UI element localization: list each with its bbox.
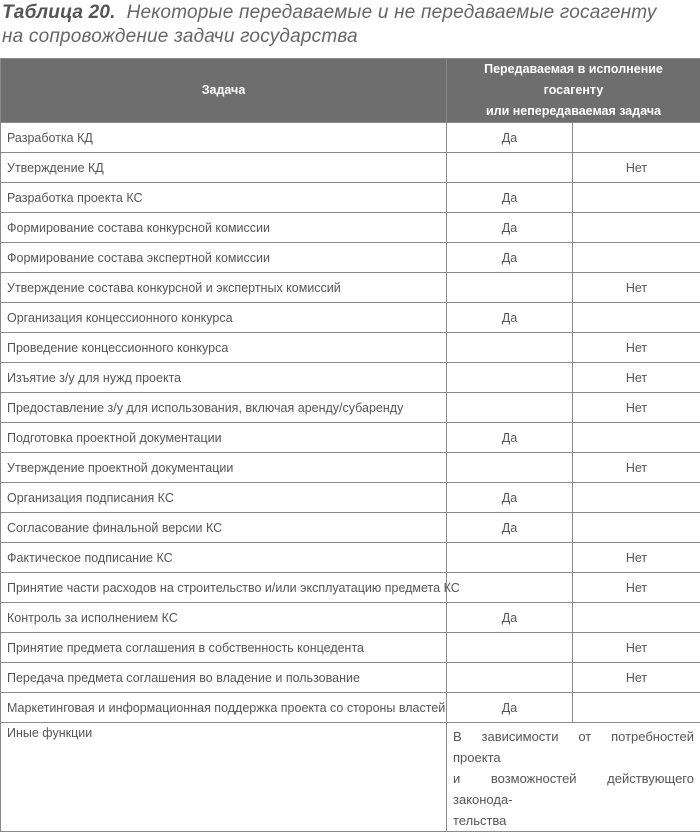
yes-cell: Да <box>447 513 573 543</box>
no-cell: Нет <box>573 363 700 393</box>
table-row: Принятие предмета соглашения в собственн… <box>1 633 700 663</box>
task-cell: Предоставление з/у для использования, вк… <box>1 393 447 423</box>
no-cell <box>573 183 700 213</box>
note-line: и возможностей действующего законода- <box>453 768 694 810</box>
task-cell: Принятие предмета соглашения в собственн… <box>1 633 447 663</box>
task-cell: Принятие части расходов на строительство… <box>1 573 447 603</box>
tasks-table: Задача Передаваемая в исполнение госаген… <box>0 58 700 832</box>
yes-cell <box>447 393 573 423</box>
no-cell <box>573 513 700 543</box>
task-cell: Утверждение КД <box>1 153 447 183</box>
task-cell: Согласование финальной версии КС <box>1 513 447 543</box>
yes-cell: Да <box>447 213 573 243</box>
no-cell: Нет <box>573 153 700 183</box>
yes-cell <box>447 453 573 483</box>
yes-cell <box>447 153 573 183</box>
table-row: Маркетинговая и информационная поддержка… <box>1 693 700 723</box>
header-status: Передаваемая в исполнение госагенту или … <box>447 59 700 123</box>
task-cell: Разработка КД <box>1 123 447 153</box>
table-row: Утверждение КД Нет <box>1 153 700 183</box>
table-row: Формирование состава конкурсной комиссии… <box>1 213 700 243</box>
task-cell: Утверждение проектной документации <box>1 453 447 483</box>
note-line: тельства <box>453 810 694 831</box>
task-cell: Формирование состава конкурсной комиссии <box>1 213 447 243</box>
task-cell: Формирование состава экспертной комиссии <box>1 243 447 273</box>
no-cell: Нет <box>573 543 700 573</box>
header-status-line-2: или непередаваемая задача <box>453 101 694 122</box>
caption-text-1: Некоторые передаваемые и не передаваемые… <box>127 2 657 23</box>
task-cell: Контроль за исполнением КС <box>1 603 447 633</box>
no-cell <box>573 423 700 453</box>
task-cell: Разработка проекта КС <box>1 183 447 213</box>
no-cell <box>573 693 700 723</box>
table-row: Принятие части расходов на строительство… <box>1 573 700 603</box>
table-row: Изъятие з/у для нужд проекта Нет <box>1 363 700 393</box>
table-row: Утверждение состава конкурсной и эксперт… <box>1 273 700 303</box>
no-cell: Нет <box>573 663 700 693</box>
no-cell <box>573 483 700 513</box>
yes-cell: Да <box>447 243 573 273</box>
task-cell: Проведение концессионного конкурса <box>1 333 447 363</box>
yes-cell <box>447 573 573 603</box>
table-row: Проведение концессионного конкурса Нет <box>1 333 700 363</box>
yes-cell <box>447 663 573 693</box>
note-line: В зависимости от потребностей проекта <box>453 726 694 768</box>
no-cell <box>573 123 700 153</box>
no-cell: Нет <box>573 393 700 423</box>
table-row: Утверждение проектной документации Нет <box>1 453 700 483</box>
no-cell: Нет <box>573 633 700 663</box>
no-cell <box>573 243 700 273</box>
header-status-line-1: Передаваемая в исполнение госагенту <box>453 59 694 101</box>
table-row: Передача предмета соглашения во владение… <box>1 663 700 693</box>
caption-text-2: на сопровождение задачи государства <box>2 25 657 49</box>
no-cell <box>573 603 700 633</box>
yes-cell <box>447 333 573 363</box>
task-cell: Утверждение состава конкурсной и эксперт… <box>1 273 447 303</box>
no-cell: Нет <box>573 453 700 483</box>
caption-label: Таблица 20. <box>2 2 116 23</box>
yes-cell: Да <box>447 693 573 723</box>
table-row: Предоставление з/у для использования, вк… <box>1 393 700 423</box>
yes-cell: Да <box>447 483 573 513</box>
task-cell: Фактическое подписание КС <box>1 543 447 573</box>
no-cell: Нет <box>573 573 700 603</box>
yes-cell <box>447 633 573 663</box>
task-cell: Организация подписания КС <box>1 483 447 513</box>
yes-cell: Да <box>447 123 573 153</box>
yes-cell: Да <box>447 183 573 213</box>
yes-cell: Да <box>447 423 573 453</box>
header-task: Задача <box>1 59 447 123</box>
task-cell: Изъятие з/у для нужд проекта <box>1 363 447 393</box>
yes-cell: Да <box>447 303 573 333</box>
task-cell: Передача предмета соглашения во владение… <box>1 663 447 693</box>
yes-cell <box>447 363 573 393</box>
yes-cell <box>447 273 573 303</box>
task-cell: Иные функции <box>1 723 447 832</box>
task-cell: Маркетинговая и информационная поддержка… <box>1 693 447 723</box>
no-cell: Нет <box>573 333 700 363</box>
yes-cell: Да <box>447 603 573 633</box>
no-cell <box>573 213 700 243</box>
task-cell: Организация концессионного конкурса <box>1 303 447 333</box>
table-row: Формирование состава экспертной комиссии… <box>1 243 700 273</box>
task-cell: Подготовка проектной документации <box>1 423 447 453</box>
table-caption: Таблица 20. Некоторые передаваемые и не … <box>2 1 657 49</box>
no-cell <box>573 303 700 333</box>
table-row: Фактическое подписание КС Нет <box>1 543 700 573</box>
no-cell: Нет <box>573 273 700 303</box>
header-row: Задача Передаваемая в исполнение госаген… <box>1 59 700 123</box>
yes-cell <box>447 543 573 573</box>
